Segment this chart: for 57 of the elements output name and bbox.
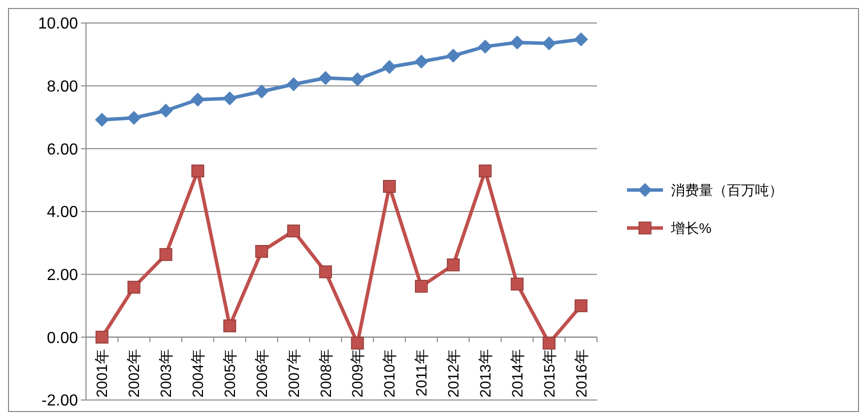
point	[96, 330, 108, 344]
point	[222, 91, 237, 106]
point	[478, 40, 492, 54]
point	[510, 278, 524, 290]
point	[128, 280, 140, 294]
point	[542, 36, 556, 50]
legend-label: 消费量（百万吨）	[671, 182, 783, 198]
point	[446, 258, 460, 272]
x-tick-label: 2011年	[414, 349, 431, 396]
x-tick-label: 2008年	[318, 349, 335, 398]
y-tick-label: 8.00	[46, 78, 78, 96]
y-tick-label: 4.00	[46, 204, 78, 222]
point	[478, 164, 492, 178]
point	[190, 92, 205, 107]
point	[94, 112, 109, 127]
x-tick-label: 2015年	[541, 349, 558, 398]
point	[254, 84, 269, 98]
point	[126, 110, 141, 125]
legend-label: 增长%	[670, 220, 712, 236]
point	[286, 77, 301, 92]
x-tick-label: 2012年	[446, 349, 463, 398]
point	[382, 60, 396, 74]
point	[414, 54, 428, 69]
point	[319, 265, 332, 278]
x-tick-label: 2005年	[222, 349, 239, 398]
point	[574, 299, 588, 312]
point	[414, 280, 428, 293]
point	[287, 224, 300, 238]
x-tick-label: 2004年	[190, 349, 208, 398]
point	[383, 180, 396, 193]
point	[510, 35, 524, 50]
y-tick-label: 6.00	[46, 141, 78, 158]
point	[255, 245, 268, 258]
y-tick-label: -2.00	[42, 392, 78, 410]
x-tick-label: 2006年	[254, 349, 271, 398]
x-tick-label: 2010年	[382, 349, 399, 398]
x-tick-label: 2013年	[477, 349, 494, 398]
point	[158, 104, 173, 118]
x-tick-label: 2003年	[158, 349, 176, 398]
y-tick-label: 2.00	[46, 266, 78, 284]
point	[159, 248, 172, 261]
point	[191, 164, 204, 178]
point	[318, 70, 333, 85]
x-tick-label: 2007年	[286, 349, 303, 398]
x-tick-label: 2001年	[94, 349, 112, 398]
point	[542, 336, 556, 350]
x-tick-label: 2016年	[573, 349, 590, 398]
point	[223, 319, 236, 332]
y-tick-label: 0.00	[46, 330, 78, 347]
point	[351, 336, 364, 350]
point	[574, 32, 588, 46]
x-tick-label: 2009年	[350, 349, 367, 398]
point	[446, 48, 460, 63]
x-tick-label: 2002年	[126, 349, 144, 398]
y-tick-label: 10.00	[38, 16, 78, 33]
point	[350, 72, 364, 86]
x-tick-label: 2014年	[509, 349, 526, 398]
